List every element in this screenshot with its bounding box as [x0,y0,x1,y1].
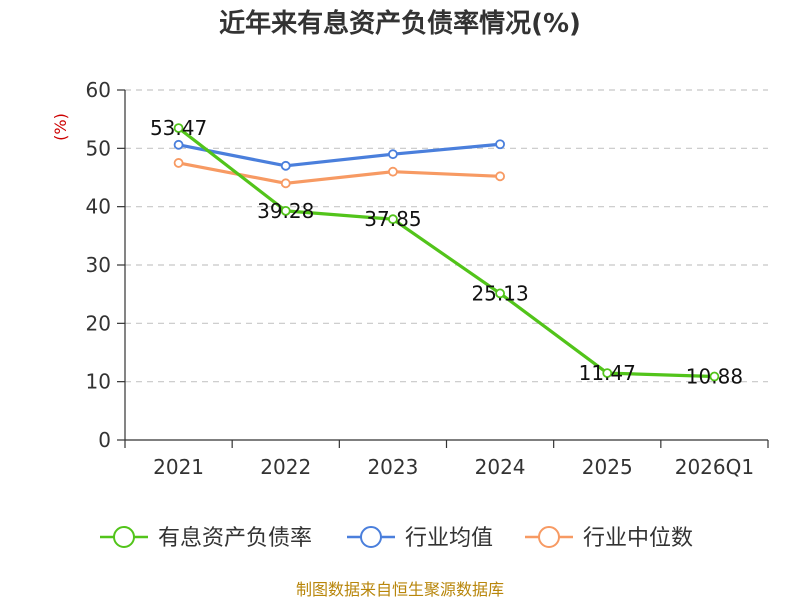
x-tick-label: 2025 [582,455,633,479]
data-point-2-0 [173,158,184,168]
data-point-0-5 [709,371,720,382]
data-label: 53.47 [150,116,207,140]
data-labels: 53.47 39.28 37.85 25.13 11.47 10.88 [150,116,743,388]
y-tick-label: 50 [86,136,111,160]
data-point-0-3 [495,288,505,299]
y-tick-label: 30 [86,253,111,277]
axes: 0 10 20 30 40 50 60 2021 2022 2023 2024 2025 2026Q1 [86,78,769,479]
source-note: 制图数据来自恒生聚源数据库 [296,580,504,599]
data-point-2-3 [495,171,505,182]
series-line-0 [177,126,715,379]
legend-marker-0 [113,526,135,548]
data-point-0-4 [602,368,613,378]
y-tick-label: 60 [86,78,111,102]
legend-marker-2 [538,526,560,548]
data-point-1-3 [495,139,505,150]
legend-label-0: 有息资产负债率 [158,526,312,551]
series-line-2 [178,161,501,185]
legend-marker-1 [360,526,382,548]
x-tick-label: 2024 [475,455,526,479]
data-point-1-0 [173,139,184,150]
data-point-0-1 [280,205,291,216]
y-axis-unit-label: (%) [51,113,70,141]
legend-label-2: 行业中位数 [583,526,693,551]
data-point-2-2 [388,166,398,177]
data-point-2-1 [280,178,291,189]
grid-lines [125,89,768,383]
data-label: 11.47 [579,361,636,385]
series-line-1 [178,142,501,168]
x-tick-label: 2026Q1 [675,455,754,479]
x-tick-label: 2022 [260,455,311,479]
data-label: 39.28 [257,199,314,223]
x-tick-label: 2023 [367,455,418,479]
chart-title: 近年来有息资产负债率情况(%) [219,8,581,39]
data-label: 10.88 [686,365,743,389]
y-tick-label: 40 [86,195,111,219]
y-tick-label: 0 [98,428,111,452]
legend-label-1: 行业均值 [405,526,493,551]
data-label: 37.85 [364,207,421,231]
y-tick-label: 10 [86,370,111,394]
data-point-0-0 [173,123,184,133]
data-point-1-2 [388,149,398,160]
data-point-0-2 [388,214,398,225]
x-tick-label: 2021 [153,455,204,479]
data-label: 25.13 [471,281,528,305]
y-tick-label: 20 [86,311,111,335]
series-lines [173,123,720,382]
legend: 有息资产负债率 行业均值 行业中位数 [100,526,693,551]
data-point-1-1 [280,160,291,171]
